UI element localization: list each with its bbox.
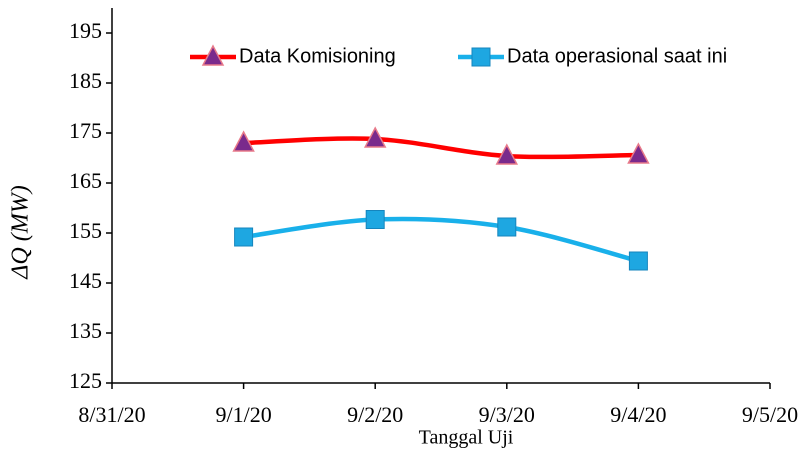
x-tick-label: 9/4/20 — [610, 402, 666, 427]
y-tick-label: 165 — [69, 168, 102, 193]
x-tick-label: 9/1/20 — [215, 402, 271, 427]
legend-marker — [201, 44, 225, 66]
y-tick-label: 145 — [69, 268, 102, 293]
data-point — [627, 142, 650, 164]
x-axis-label: Tanggal Uji — [419, 427, 514, 449]
x-tick-label: 9/5/20 — [742, 402, 798, 427]
y-tick-label: 125 — [69, 368, 102, 393]
y-tick-label: 185 — [69, 68, 102, 93]
x-tick-label: 8/31/20 — [78, 402, 145, 427]
series-line — [243, 216, 639, 264]
legend-marker — [471, 47, 491, 67]
data-point — [232, 130, 255, 152]
data-point — [365, 210, 385, 229]
y-tick-label: 195 — [69, 18, 102, 43]
data-point — [497, 217, 517, 237]
y-tick-label: 155 — [69, 218, 102, 243]
data-point — [495, 143, 519, 165]
legend-label: Data Komisioning — [239, 45, 396, 67]
x-tick-label: 9/3/20 — [479, 402, 535, 427]
data-point — [234, 227, 254, 247]
y-tick-label: 175 — [69, 118, 102, 143]
data-point — [628, 251, 648, 271]
legend-label: Data operasional saat ini — [507, 45, 727, 67]
x-tick-label: 9/2/20 — [347, 402, 403, 427]
y-axis-label: ΔQ (MW) — [8, 185, 34, 279]
series-line — [243, 136, 639, 160]
data-point — [363, 126, 387, 148]
y-tick-label: 135 — [69, 318, 102, 343]
